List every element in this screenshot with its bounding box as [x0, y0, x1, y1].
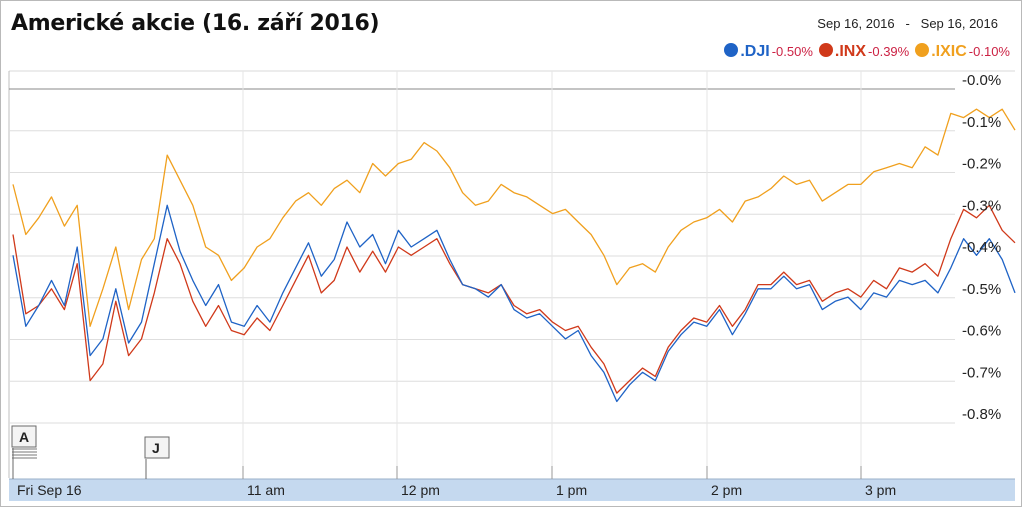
x-tick-label: 2 pm	[711, 482, 742, 498]
flag-label: A	[19, 429, 29, 445]
chart-title: Americké akcie (16. září 2016)	[11, 11, 380, 36]
series-line-inx	[12, 204, 1016, 394]
x-tick-label: 1 pm	[556, 482, 587, 498]
legend-change-ixic: -0.10%	[968, 44, 1010, 59]
flag-j[interactable]: J	[144, 436, 170, 479]
series-lines	[12, 108, 1016, 403]
x-tick-label: 11 am	[247, 482, 285, 498]
legend-item-dji[interactable]: .DJI -0.50%	[724, 42, 813, 61]
y-tick-label: -0.5%	[962, 281, 1001, 298]
legend-dot-ixic	[915, 43, 930, 57]
flag-box	[144, 436, 170, 459]
series-line-dji	[12, 204, 1016, 403]
x-axis-ticks: Fri Sep 16 11 am 12 pm 1 pm 2 pm 3 pm	[17, 482, 896, 498]
grid	[8, 70, 1015, 478]
y-tick-label: -0.2%	[962, 156, 1001, 173]
y-tick-label: -0.0%	[962, 72, 1001, 89]
y-tick-label: -0.7%	[962, 364, 1001, 381]
legend-item-ixic[interactable]: .IXIC -0.10%	[915, 42, 1010, 61]
legend-dot-dji	[724, 43, 739, 57]
y-tick-label: -0.8%	[962, 406, 1001, 423]
legend-symbol-dji: .DJI	[740, 43, 770, 60]
time-band[interactable]	[9, 479, 1015, 501]
time-axis-band[interactable]	[9, 466, 1015, 501]
legend-change-dji: -0.50%	[771, 44, 813, 59]
legend: .DJI -0.50% .INX -0.39% .IXIC -0.10%	[724, 42, 1010, 61]
legend-item-inx[interactable]: .INX -0.39%	[818, 42, 910, 61]
y-axis-ticks: -0.0% -0.1% -0.2% -0.3% -0.4% -0.5% -0.6% -0.7%…	[962, 72, 1001, 423]
x-tick-label: Fri Sep 16	[17, 482, 82, 498]
legend-symbol-inx: .INX	[834, 43, 867, 60]
legend-dot-inx	[818, 43, 833, 57]
legend-change-inx: -0.39%	[868, 44, 910, 59]
x-tick-label: 3 pm	[865, 482, 896, 498]
y-tick-label: -0.4%	[962, 239, 1001, 256]
series-line-ixic	[12, 108, 1016, 327]
flag-a[interactable]: A	[11, 425, 37, 479]
flag-label: J	[152, 440, 160, 456]
news-flags[interactable]: AJ	[11, 425, 170, 479]
y-tick-label: -0.1%	[962, 114, 1001, 131]
y-tick-label: -0.6%	[962, 323, 1001, 340]
legend-symbol-ixic: .IXIC	[931, 43, 967, 60]
date-range[interactable]: Sep 16, 2016 - Sep 16, 2016	[817, 16, 998, 31]
flag-box	[11, 425, 37, 448]
x-tick-label: 12 pm	[401, 482, 440, 498]
y-tick-label: -0.3%	[962, 197, 1001, 214]
